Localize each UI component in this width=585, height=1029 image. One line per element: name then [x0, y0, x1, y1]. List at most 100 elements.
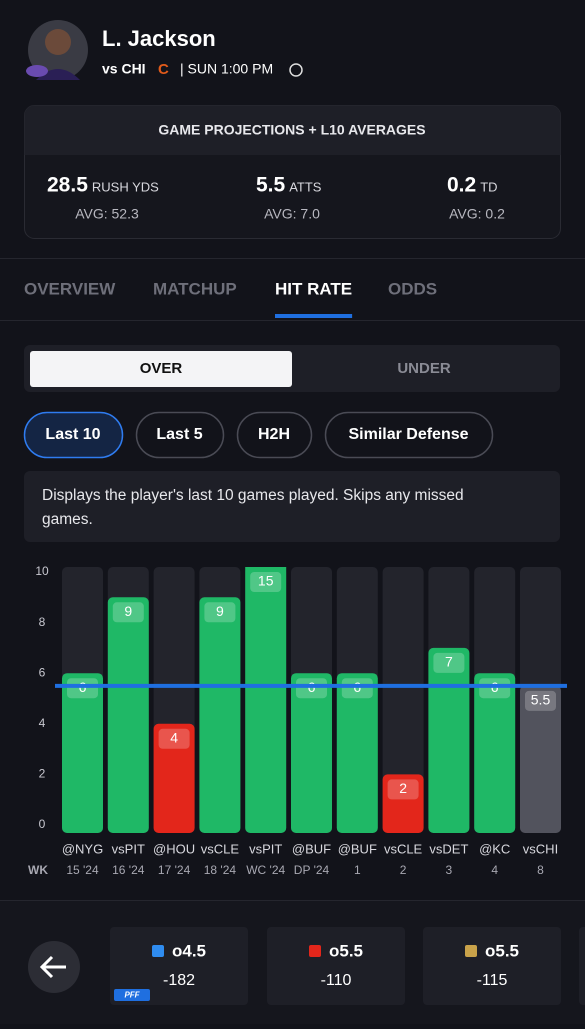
tab[interactable]: HIT RATE	[275, 279, 352, 298]
bar	[382, 774, 424, 833]
y-tick-label: 10	[35, 564, 49, 578]
book-icon	[309, 945, 321, 957]
bar	[153, 723, 195, 833]
filter-pill[interactable]	[324, 411, 494, 459]
back-arrow[interactable]	[39, 955, 66, 979]
odds-price[interactable]: -110	[321, 972, 352, 989]
tab[interactable]: OVERVIEW	[24, 279, 116, 298]
projection-value: 0.2	[447, 174, 476, 197]
odds-card[interactable]	[267, 927, 405, 1005]
projection-unit: RUSH YDS	[92, 179, 159, 194]
odds-price[interactable]: -182	[163, 972, 195, 989]
bar-label-box	[479, 678, 511, 699]
bar-label-box	[387, 779, 419, 800]
projection-average: AVG: 0.2	[449, 206, 505, 222]
projection-title: GAME PROJECTIONS + L10 AVERAGES	[158, 122, 425, 138]
projection-value: 28.5	[47, 174, 88, 197]
filter-pill[interactable]	[236, 411, 313, 459]
bar-label-box	[296, 678, 327, 699]
filter-label[interactable]: H2H	[258, 426, 290, 443]
bar-label-box	[433, 652, 465, 673]
bar-label-box	[250, 572, 282, 592]
x-sublabel: 15 '24	[66, 863, 99, 877]
bar-label-box	[525, 690, 556, 711]
tab[interactable]: MATCHUP	[153, 279, 237, 298]
x-tick-label: vsCLE	[384, 841, 423, 856]
bar-label-box	[67, 678, 98, 699]
odds-line[interactable]: o5.5	[329, 941, 363, 960]
week-label: WK	[28, 863, 48, 877]
y-tick-label: 6	[39, 665, 46, 679]
bar	[199, 597, 241, 833]
avatar-face	[45, 29, 71, 55]
x-sublabel: 4	[491, 863, 498, 877]
opponent-logo: C	[158, 61, 169, 78]
bar-label: 5.5	[531, 692, 551, 708]
opponent: vs CHI	[102, 61, 146, 77]
book-icon	[152, 945, 164, 957]
description: games.	[42, 511, 93, 528]
x-tick-label: vsPIT	[112, 841, 145, 856]
bar	[336, 673, 378, 833]
bar	[245, 567, 287, 833]
badge: PFF	[124, 991, 140, 1000]
x-tick-label: vsCHI	[523, 841, 558, 856]
toggle-label[interactable]: UNDER	[397, 360, 451, 377]
projection-average: AVG: 52.3	[75, 206, 139, 222]
x-tick-label: @NYG	[62, 841, 103, 856]
filter-pill[interactable]	[23, 411, 124, 459]
x-sublabel: WC '24	[246, 863, 285, 877]
odds-card-partial	[579, 927, 585, 1005]
x-tick-label: @BUF	[292, 841, 331, 856]
bar	[62, 673, 103, 833]
x-sublabel: DP '24	[294, 863, 330, 877]
odds-price[interactable]: -115	[477, 972, 508, 989]
bar-label: 15	[258, 573, 274, 589]
bar-label: 9	[124, 603, 132, 619]
x-sublabel: 17 '24	[158, 863, 191, 877]
y-tick-label: 8	[39, 615, 46, 629]
filter-label[interactable]: Last 10	[45, 426, 100, 443]
bar-label-box	[158, 728, 190, 749]
filter-pill[interactable]	[135, 411, 225, 459]
odds-card[interactable]	[110, 927, 248, 1005]
bar-label: 4	[170, 730, 178, 746]
bar-label-box	[204, 602, 236, 623]
bar	[291, 673, 332, 833]
projection-unit: ATTS	[289, 179, 322, 194]
filter-label[interactable]: Similar Defense	[348, 426, 468, 443]
game-time: | SUN 1:00 PM	[180, 61, 273, 77]
tab-underline	[275, 314, 353, 318]
y-tick-label: 4	[39, 716, 46, 730]
odds-line[interactable]: o5.5	[485, 941, 519, 960]
x-sublabel: 2	[400, 863, 407, 877]
x-tick-label: @KC	[479, 841, 510, 856]
description-box	[24, 471, 560, 542]
filter-label[interactable]: Last 5	[156, 426, 202, 443]
bar-label: 7	[445, 654, 453, 670]
bar	[428, 647, 470, 833]
x-tick-label: @BUF	[338, 841, 377, 856]
bar	[107, 597, 149, 833]
odds-line[interactable]: o4.5	[172, 941, 206, 960]
y-tick-label: 0	[39, 817, 46, 831]
team-logo	[26, 65, 48, 77]
bar-label: 9	[216, 603, 224, 619]
tab[interactable]: ODDS	[388, 279, 437, 298]
x-sublabel: 8	[537, 863, 544, 877]
toggle-label[interactable]: OVER	[140, 360, 183, 377]
x-tick-label: vsCLE	[201, 841, 240, 856]
toggle-over[interactable]	[30, 351, 292, 387]
weather-icon	[289, 63, 303, 77]
x-tick-label: @HOU	[153, 841, 195, 856]
bars	[62, 567, 561, 833]
x-tick-label: vsPIT	[249, 841, 282, 856]
x-sublabel: 3	[446, 863, 453, 877]
bar-track	[382, 567, 424, 833]
y-tick-label: 2	[39, 767, 46, 781]
odds-card[interactable]	[423, 927, 561, 1005]
x-sublabel: 16 '24	[112, 863, 145, 877]
description: Displays the player's last 10 games play…	[42, 487, 464, 504]
